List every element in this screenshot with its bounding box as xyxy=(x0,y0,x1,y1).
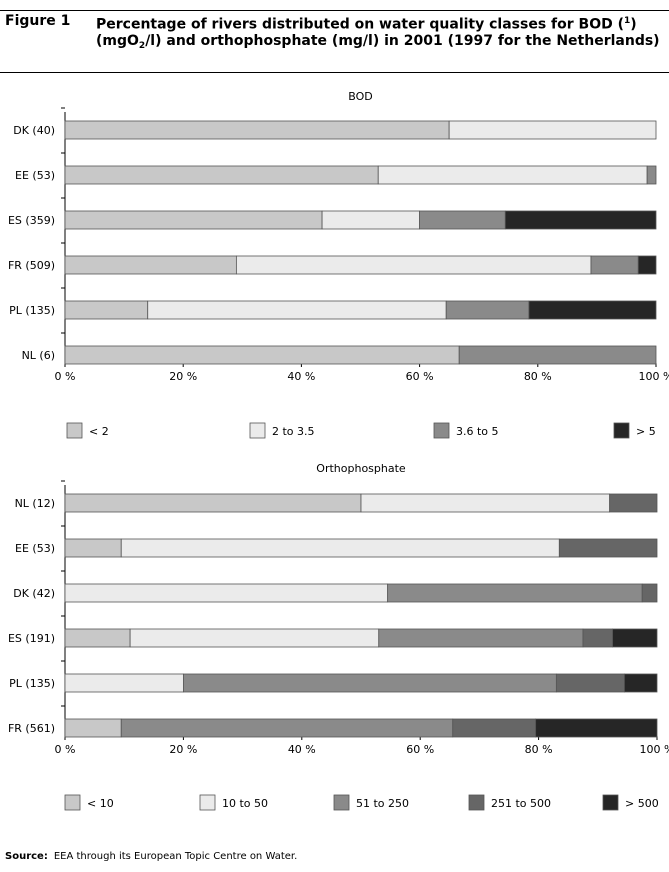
bar-segment xyxy=(590,255,639,275)
bar-segment xyxy=(582,628,614,648)
x-tick-label: 100 % xyxy=(639,370,669,383)
bar-segment xyxy=(624,673,658,693)
x-tick-label: 80 % xyxy=(525,743,553,756)
bar-segment xyxy=(360,493,611,513)
legend-swatch xyxy=(66,422,83,439)
legend-label: 2 to 3.5 xyxy=(272,425,315,438)
category-label: EE (53) xyxy=(15,542,55,555)
legend-label: 3.6 to 5 xyxy=(456,425,499,438)
bar-segment xyxy=(445,300,530,320)
figure-title-footnote: 1 xyxy=(624,16,631,26)
legend-swatch xyxy=(602,794,619,811)
chart-title: Orthophosphate xyxy=(316,462,406,475)
bar-segment xyxy=(609,493,658,513)
category-label: DK (42) xyxy=(13,587,55,600)
x-tick-label: 0 % xyxy=(55,370,76,383)
legend-swatch xyxy=(613,422,630,439)
bar-segment xyxy=(377,165,648,185)
figure-title-subscript: 2 xyxy=(138,40,146,51)
bar-segment xyxy=(535,718,658,738)
bar-segment xyxy=(555,673,625,693)
legend-label: 10 to 50 xyxy=(222,797,268,810)
figure-label: Figure 1 xyxy=(5,13,71,29)
x-tick-label: 60 % xyxy=(406,370,434,383)
x-tick-label: 40 % xyxy=(287,370,315,383)
bar-segment xyxy=(64,120,450,140)
chart-title: BOD xyxy=(348,90,372,103)
bar-segment xyxy=(387,583,643,603)
bar-segment xyxy=(64,255,237,275)
title-rule xyxy=(0,72,669,73)
category-label: PL (135) xyxy=(9,677,55,690)
x-tick-label: 40 % xyxy=(288,743,316,756)
figure-title-part3: /l) and orthophosphate (mg/l) in 2001 (1… xyxy=(145,32,660,49)
x-tick-label: 20 % xyxy=(169,370,197,383)
category-label: FR (561) xyxy=(8,722,55,735)
bar-segment xyxy=(612,628,658,648)
bar-segment xyxy=(147,300,447,320)
bar-segment xyxy=(64,538,122,558)
bar-segment xyxy=(64,718,122,738)
bar-segment xyxy=(448,120,657,140)
bar-segment xyxy=(558,538,658,558)
bar-segment xyxy=(646,165,657,185)
bod-chart: BOD 0 % 20 % 40 % 60 % 80 % 100 % DK (40) EE (53… xyxy=(8,90,669,439)
legend-swatch xyxy=(468,794,485,811)
category-label: NL (6) xyxy=(22,349,55,362)
bar-segment xyxy=(235,255,592,275)
figure-title-part1: Percentage of rivers distributed on wate… xyxy=(96,16,624,33)
source-text: EEA through its European Topic Centre on… xyxy=(53,851,298,862)
legend-swatch xyxy=(433,422,450,439)
bar-segment xyxy=(641,583,658,603)
legend-label: 251 to 500 xyxy=(491,797,551,810)
bar-segment xyxy=(504,210,657,230)
x-tick-label: 60 % xyxy=(406,743,434,756)
bar-segment xyxy=(64,210,323,230)
legend-label: > 5 xyxy=(636,425,656,438)
bar-segment xyxy=(120,718,454,738)
x-tick-label: 80 % xyxy=(524,370,552,383)
legend-swatch xyxy=(333,794,350,811)
figure-title: Percentage of rivers distributed on wate… xyxy=(96,13,664,54)
bar-segment xyxy=(129,628,380,648)
category-label: ES (359) xyxy=(8,214,55,227)
legend-label: < 10 xyxy=(87,797,114,810)
legend-label: > 500 xyxy=(625,797,659,810)
category-label: NL (12) xyxy=(15,497,55,510)
bar-segment xyxy=(64,345,460,365)
legend-swatch xyxy=(199,794,216,811)
x-tick-label: 20 % xyxy=(169,743,197,756)
bar-segment xyxy=(419,210,506,230)
category-label: PL (135) xyxy=(9,304,55,317)
category-label: FR (509) xyxy=(8,259,55,272)
source-label: Source: xyxy=(5,851,48,862)
bar-segment xyxy=(378,628,584,648)
bar-segment xyxy=(120,538,560,558)
category-label: ES (191) xyxy=(8,632,55,645)
x-tick-label: 100 % xyxy=(640,743,669,756)
source-note: Source: EEA through its European Topic Ce… xyxy=(5,851,297,862)
x-tick-label: 0 % xyxy=(55,743,76,756)
legend-swatch xyxy=(64,794,81,811)
bar-segment xyxy=(182,673,557,693)
bar-segment xyxy=(64,628,131,648)
bar-segment xyxy=(321,210,420,230)
top-rule xyxy=(0,10,669,11)
bar-segment xyxy=(64,493,362,513)
category-label: EE (53) xyxy=(15,169,55,182)
bar-segment xyxy=(637,255,657,275)
category-label: DK (40) xyxy=(13,124,55,137)
legend-swatch xyxy=(249,422,266,439)
bar-segment xyxy=(452,718,537,738)
bar-segment xyxy=(528,300,657,320)
bar-segment xyxy=(458,345,657,365)
bar-segment xyxy=(64,583,389,603)
bar-segment xyxy=(64,300,149,320)
figure-title-part2: ) (mgO xyxy=(96,16,637,49)
bar-segment xyxy=(64,673,184,693)
orthophosphate-chart: Orthophosphate 0 % 20 % 40 % 60 % 80 % 100 % NL… xyxy=(8,462,669,811)
legend-label: 51 to 250 xyxy=(356,797,409,810)
legend-label: < 2 xyxy=(89,425,109,438)
bar-segment xyxy=(64,165,379,185)
